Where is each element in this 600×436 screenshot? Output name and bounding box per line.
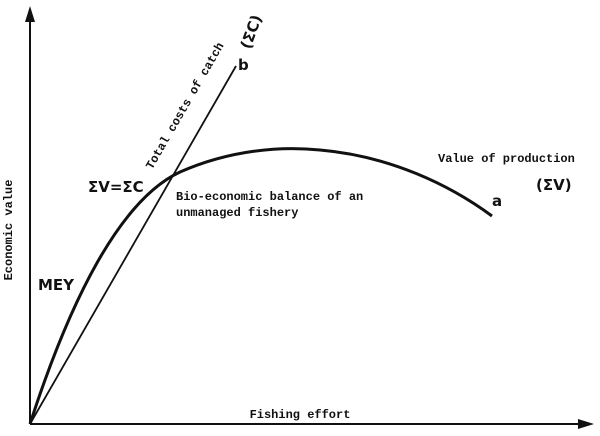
balance-equation: ΣV=ΣC xyxy=(88,178,144,196)
x-axis-label: Fishing effort xyxy=(250,408,351,422)
value-symbol: (ΣV) xyxy=(536,176,572,194)
cost-symbol: (ΣC) xyxy=(237,12,266,51)
balance-line: unmanaged fishery xyxy=(176,206,298,220)
y-arrow xyxy=(25,6,35,22)
cost-line xyxy=(29,65,237,425)
balance-line: Bio-economic balance of an xyxy=(176,190,363,204)
y-axis-label: Economic value xyxy=(2,180,16,281)
value-end-label: a xyxy=(492,192,502,210)
x-arrow xyxy=(578,419,594,429)
value-curve xyxy=(28,147,493,425)
axes xyxy=(29,14,586,425)
mey-label: MEY xyxy=(38,276,75,294)
cost-end-label: b xyxy=(238,56,249,74)
value-label: Value of production xyxy=(438,152,575,166)
